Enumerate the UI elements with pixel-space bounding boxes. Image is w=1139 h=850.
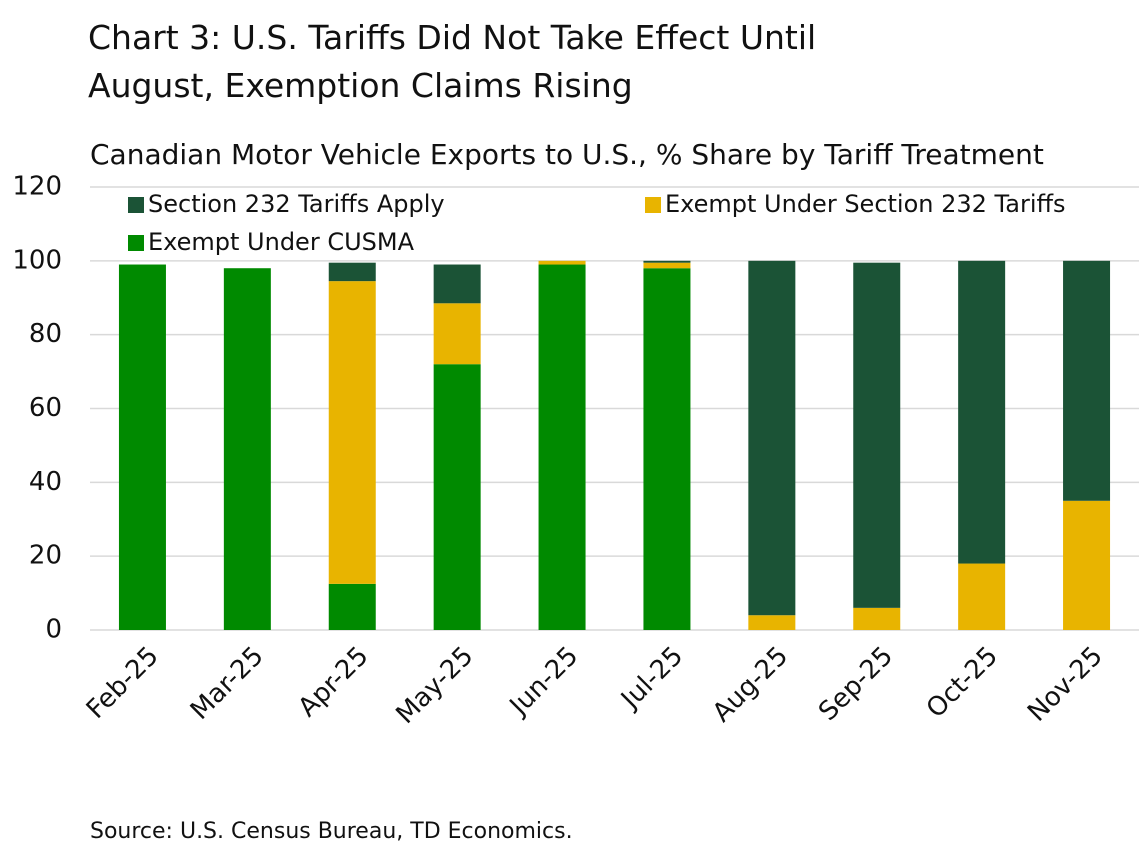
bar-segment (853, 607, 901, 630)
bar-segment (328, 262, 376, 282)
bar-segment (433, 364, 481, 630)
legend-label: Section 232 Tariffs Apply (148, 190, 445, 218)
chart-title: Chart 3: U.S. Tariffs Did Not Take Effec… (88, 18, 817, 105)
bar-segment (643, 268, 691, 630)
bar-segment (433, 303, 481, 365)
bar-segment (643, 260, 691, 263)
bar-segment (643, 262, 691, 269)
chart-subtitle: Canadian Motor Vehicle Exports to U.S., … (90, 138, 1044, 171)
bar-segment (1063, 260, 1111, 501)
y-tick-label: 60 (29, 393, 62, 423)
bar-segment (958, 563, 1006, 630)
bar-segment (328, 281, 376, 584)
bar-segment (748, 260, 796, 616)
x-tick-label: Jul-25 (614, 641, 689, 716)
x-tick-label: Apr-25 (293, 641, 375, 723)
x-tick-label: Feb-25 (81, 641, 165, 725)
bar-segment (538, 264, 586, 630)
bar-segment (223, 268, 271, 630)
y-tick-label: 80 (29, 319, 62, 349)
x-tick-label: Aug-25 (707, 641, 794, 728)
y-tick-label: 0 (45, 615, 62, 645)
bar-segment (538, 260, 586, 265)
y-tick-label: 100 (12, 245, 62, 275)
legend-label: Exempt Under CUSMA (148, 228, 415, 256)
y-tick-label: 40 (29, 467, 62, 497)
x-tick-label: Nov-25 (1022, 641, 1109, 728)
bar-segment (328, 583, 376, 630)
bar-segment (853, 262, 901, 608)
source-note: Source: U.S. Census Bureau, TD Economics… (90, 819, 573, 844)
bar-segment (433, 264, 481, 304)
x-tick-label: Sep-25 (813, 641, 899, 727)
x-tick-label: May-25 (390, 641, 479, 730)
bar-segment (748, 615, 796, 630)
x-tick-label: Mar-25 (185, 641, 270, 726)
bar-segment (958, 260, 1006, 564)
legend-swatch (128, 235, 144, 251)
bar-segment (1063, 500, 1111, 630)
y-tick-label: 120 (12, 172, 62, 202)
legend-swatch (128, 197, 144, 213)
x-tick-label: Jun-25 (503, 641, 584, 722)
legend-label: Exempt Under Section 232 Tariffs (665, 190, 1066, 218)
x-tick-label: Oct-25 (921, 641, 1004, 724)
bar-segment (118, 264, 166, 630)
legend-swatch (645, 197, 661, 213)
y-tick-label: 20 (29, 541, 62, 571)
